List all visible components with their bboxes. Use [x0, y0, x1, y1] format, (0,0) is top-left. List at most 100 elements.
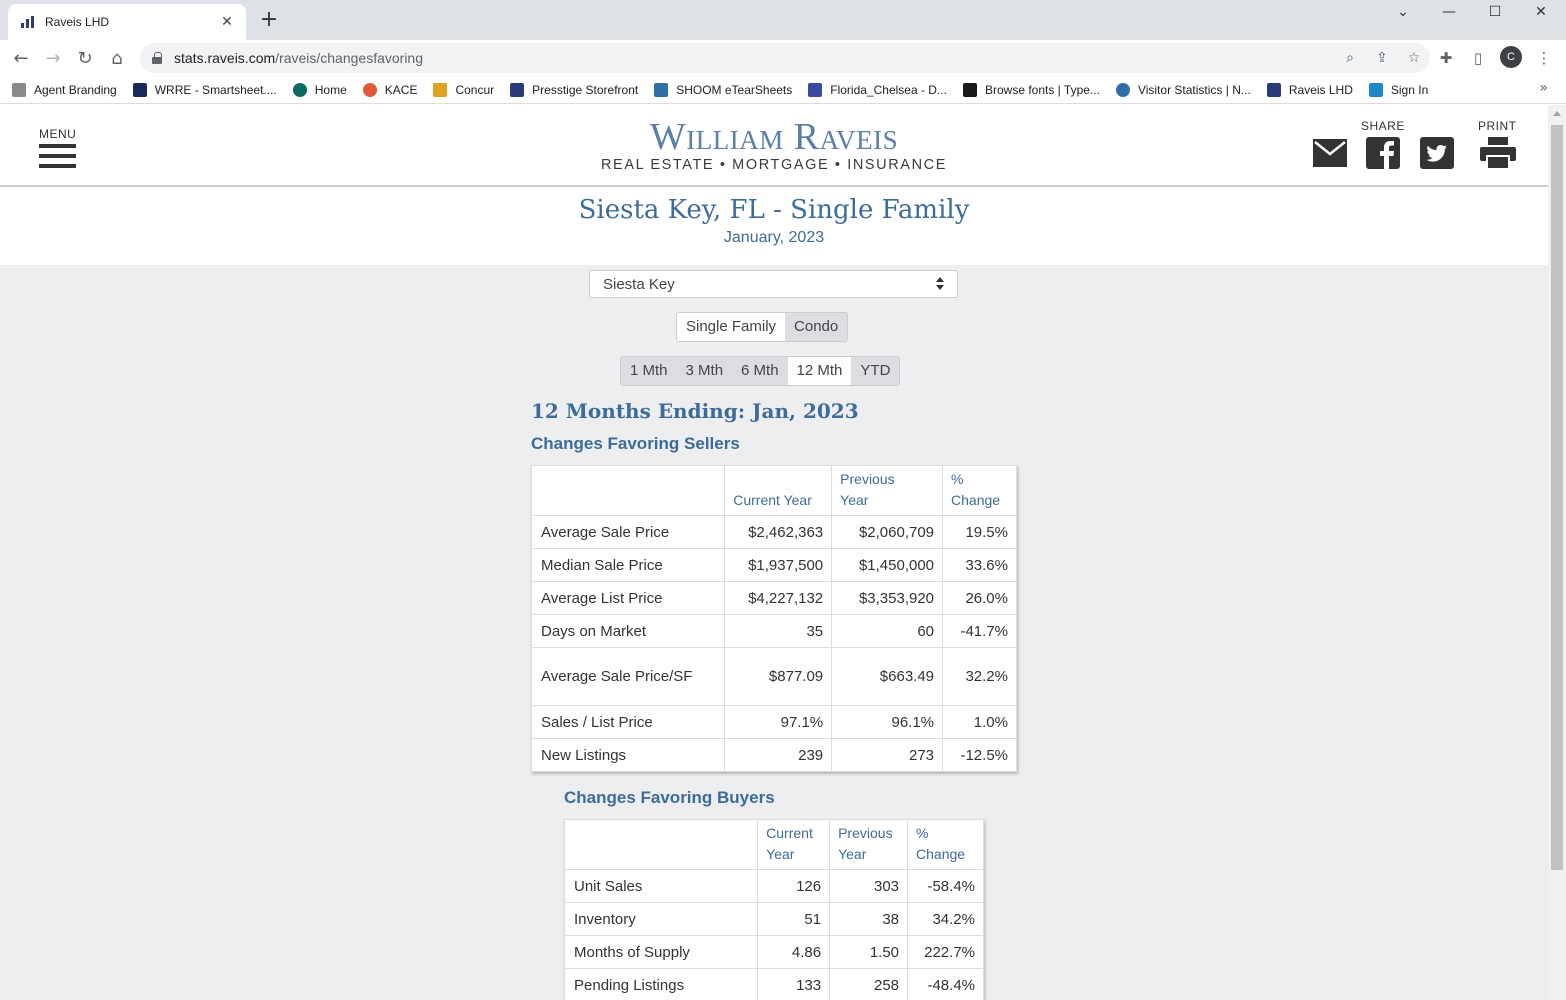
bookmark-item[interactable]: WRRE - Smartsheet.... [132, 82, 277, 97]
new-tab-button[interactable]: + [259, 7, 279, 32]
column-header-percent-change: % Change [942, 465, 1017, 516]
bookmark-item[interactable]: Raveis LHD [1266, 82, 1353, 97]
bookmark-icon [292, 82, 307, 97]
column-header-current-year: Current Year [724, 465, 833, 516]
menu-button[interactable]: MENU [39, 127, 79, 174]
bookmark-item[interactable]: Florida_Chelsea - D... [808, 82, 947, 97]
percent-change-value: -41.7% [942, 614, 1017, 648]
row-label: Average Sale Price [530, 515, 726, 549]
window-close-button[interactable]: ✕ [1535, 4, 1547, 20]
column-header-metric [563, 819, 759, 870]
tab-3-month[interactable]: 3 Mth [676, 357, 733, 385]
table-row: Average List Price $4,227,132 $3,353,920 26… [530, 581, 1017, 615]
current-year-value: 133 [757, 968, 831, 1000]
scroll-up-arrow-icon[interactable] [1553, 111, 1561, 116]
kebab-menu-icon[interactable]: ⋮ [1536, 49, 1552, 67]
more-bookmarks-icon[interactable]: » [1539, 80, 1548, 96]
table-row: Unit Sales 126 303 -58.4% [563, 869, 984, 903]
sellers-table-body: Average Sale Price $2,462,363 $2,060,709 19… [530, 515, 1017, 772]
property-type-toggle: Single Family Condo [676, 312, 849, 342]
minimize-button[interactable]: — [1442, 4, 1456, 20]
bookmark-item[interactable]: Agent Branding [12, 82, 117, 97]
row-label: Unit Sales [563, 869, 759, 903]
table-row: Pending Listings 133 258 -48.4% [563, 968, 984, 1000]
tab-12-month[interactable]: 12 Mth [787, 357, 852, 385]
site-header: MENU William Raveis REAL ESTATE • MORTGA… [0, 105, 1548, 187]
current-year-value: 126 [757, 869, 831, 903]
table-row: Average Sale Price $2,462,363 $2,060,709 19… [530, 515, 1017, 549]
column-header-previous-year: Previous Year [829, 819, 909, 870]
bookmark-item[interactable]: Sign In [1368, 82, 1428, 97]
bookmark-item[interactable]: Visitor Statistics | N... [1115, 82, 1251, 97]
maximize-button[interactable]: ☐ [1488, 4, 1502, 20]
bookmark-item[interactable]: Presstige Storefront [510, 82, 638, 97]
bookmark-item[interactable]: KACE [362, 82, 417, 97]
back-arrow-icon[interactable]: ← [13, 47, 29, 69]
print-icon[interactable] [1480, 137, 1516, 169]
facebook-icon[interactable] [1366, 137, 1400, 169]
hamburger-icon [39, 144, 76, 168]
tab-ytd[interactable]: YTD [851, 357, 900, 385]
side-panel-icon[interactable]: ▯ [1473, 49, 1483, 67]
percent-change-value: 26.0% [942, 581, 1017, 615]
email-icon[interactable] [1313, 139, 1347, 167]
row-label: Inventory [563, 902, 759, 936]
row-label: Average List Price [530, 581, 726, 615]
bookmark-item[interactable]: SHOOM eTearSheets [654, 82, 792, 97]
report-title-block: Siesta Key, FL - Single Family January, … [0, 187, 1548, 265]
current-year-value: $2,462,363 [724, 515, 833, 549]
row-label: Average Sale Price/SF [530, 647, 726, 706]
table-row: New Listings 239 273 -12.5% [530, 738, 1017, 772]
area-select[interactable]: Siesta Key [589, 270, 958, 298]
bookmark-item[interactable]: Home [292, 82, 347, 97]
percent-change-value: 32.2% [942, 647, 1017, 706]
browser-tabstrip: Raveis LHD ✕ + ⌄ — ☐ ✕ [0, 0, 1566, 40]
percent-change-value: 1.0% [942, 705, 1017, 739]
current-year-value: $877.09 [724, 647, 833, 706]
current-year-value: 97.1% [724, 705, 833, 739]
bookmark-item[interactable]: Concur [433, 82, 494, 97]
extensions-icon[interactable]: ✚ [1439, 49, 1453, 67]
share-page-icon[interactable]: ⇪ [1376, 50, 1388, 66]
previous-year-value: $663.49 [831, 647, 944, 706]
scroll-thumb[interactable] [1551, 125, 1563, 870]
current-year-value: $4,227,132 [724, 581, 833, 615]
chevron-down-icon[interactable]: ⌄ [1397, 4, 1409, 20]
profile-avatar[interactable]: C [1500, 46, 1522, 68]
star-icon[interactable]: ☆ [1407, 50, 1421, 66]
vertical-scrollbar[interactable] [1548, 105, 1566, 1000]
buyers-table-body: Unit Sales 126 303 -58.4% Inventory 51 38 34.2%… [563, 869, 984, 1000]
page-title: Siesta Key, FL - Single Family [578, 195, 970, 225]
print-label: PRINT [1478, 119, 1517, 133]
close-icon[interactable]: ✕ [221, 14, 233, 30]
address-bar[interactable]: stats.raveis.com/raveis/changesfavoring … [140, 43, 1430, 73]
tab-single-family[interactable]: Single Family [677, 313, 786, 341]
browser-tab[interactable]: Raveis LHD ✕ [8, 4, 246, 40]
tab-1-month[interactable]: 1 Mth [621, 357, 677, 385]
twitter-icon[interactable] [1420, 137, 1454, 169]
tab-condo[interactable]: Condo [785, 313, 848, 341]
forward-arrow-icon[interactable]: → [45, 47, 61, 69]
percent-change-value: -48.4% [907, 968, 984, 1000]
logo[interactable]: William Raveis REAL ESTATE • MORTGAGE • … [574, 117, 974, 173]
previous-year-value: $3,353,920 [831, 581, 944, 615]
previous-year-value: 258 [829, 968, 909, 1000]
row-label: Median Sale Price [530, 548, 726, 582]
bar-chart-icon [20, 14, 36, 30]
current-year-value: 4.86 [757, 935, 831, 969]
area-select-value: Siesta Key [603, 275, 675, 293]
url-text[interactable]: stats.raveis.com/raveis/changesfavoring [174, 50, 424, 66]
row-label: Months of Supply [563, 935, 759, 969]
percent-change-value: -12.5% [942, 738, 1017, 772]
column-header-current-year: Current Year [757, 819, 831, 870]
current-year-value: 239 [724, 738, 833, 772]
reload-icon[interactable]: ↻ [77, 47, 93, 69]
previous-year-value: 303 [829, 869, 909, 903]
bookmark-item[interactable]: Browse fonts | Type... [962, 82, 1100, 97]
bookmark-icon [12, 82, 26, 97]
zoom-icon[interactable]: ⌕ [1346, 50, 1354, 66]
tab-6-month[interactable]: 6 Mth [732, 357, 788, 385]
column-header-metric [530, 465, 726, 516]
row-label: Days on Market [530, 614, 726, 648]
home-icon[interactable]: ⌂ [111, 47, 123, 69]
